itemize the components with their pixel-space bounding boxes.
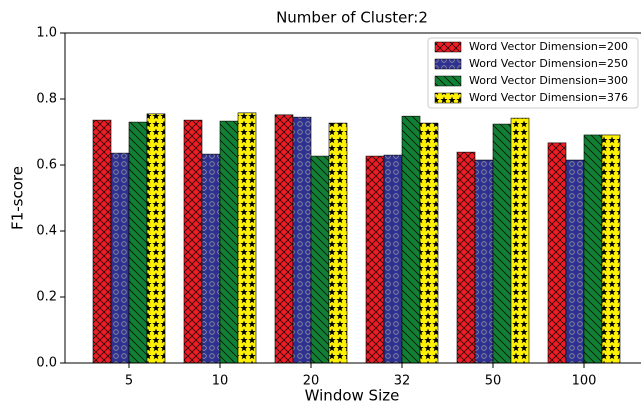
bar xyxy=(456,151,476,364)
x-tick-label: 5 xyxy=(125,374,133,389)
bar xyxy=(292,116,312,364)
bar xyxy=(201,153,221,364)
legend-box xyxy=(427,37,639,109)
bar xyxy=(401,115,421,364)
bar xyxy=(565,159,585,364)
y-axis-label: F1-score xyxy=(9,166,27,230)
x-tick-label: 100 xyxy=(572,374,597,389)
bar xyxy=(601,134,621,364)
y-tick-label: 0.6 xyxy=(36,158,57,173)
bar xyxy=(92,119,112,364)
legend-label: Word Vector Dimension=376 xyxy=(469,91,628,104)
y-tick-label: 0.8 xyxy=(36,92,57,107)
axes xyxy=(64,32,641,364)
legend-swatch xyxy=(434,41,462,53)
bar xyxy=(510,117,530,364)
legend-swatch xyxy=(434,58,462,70)
bar xyxy=(146,113,166,364)
bar xyxy=(547,142,567,364)
legend-label: Word Vector Dimension=250 xyxy=(469,57,628,70)
bar xyxy=(383,154,403,364)
bar xyxy=(583,134,603,364)
y-tick-label: 0.2 xyxy=(36,290,57,305)
x-tick-label: 10 xyxy=(212,374,229,389)
legend-label: Word Vector Dimension=200 xyxy=(469,40,628,53)
y-tick-label: 0.4 xyxy=(36,224,57,239)
bar xyxy=(183,119,203,364)
chart-title: Number of Cluster:2 xyxy=(276,9,428,27)
bar xyxy=(365,155,385,364)
bar xyxy=(328,122,348,364)
bar xyxy=(219,120,239,364)
bar xyxy=(128,121,148,364)
y-tick-label: 0.0 xyxy=(36,356,57,371)
bar xyxy=(237,112,257,364)
bar xyxy=(110,152,130,364)
bar xyxy=(492,123,512,364)
x-tick-label: 32 xyxy=(394,374,411,389)
x-tick-label: 50 xyxy=(485,374,502,389)
legend-swatch xyxy=(434,92,462,104)
x-axis-label: Window Size xyxy=(305,387,400,405)
y-tick-label: 1.0 xyxy=(36,26,57,41)
legend-label: Word Vector Dimension=300 xyxy=(469,74,628,87)
bar xyxy=(310,155,330,364)
bar xyxy=(474,159,494,364)
bar xyxy=(419,122,439,364)
bar xyxy=(274,114,294,364)
legend-swatch xyxy=(434,75,462,87)
x-tick-label: 20 xyxy=(303,374,320,389)
